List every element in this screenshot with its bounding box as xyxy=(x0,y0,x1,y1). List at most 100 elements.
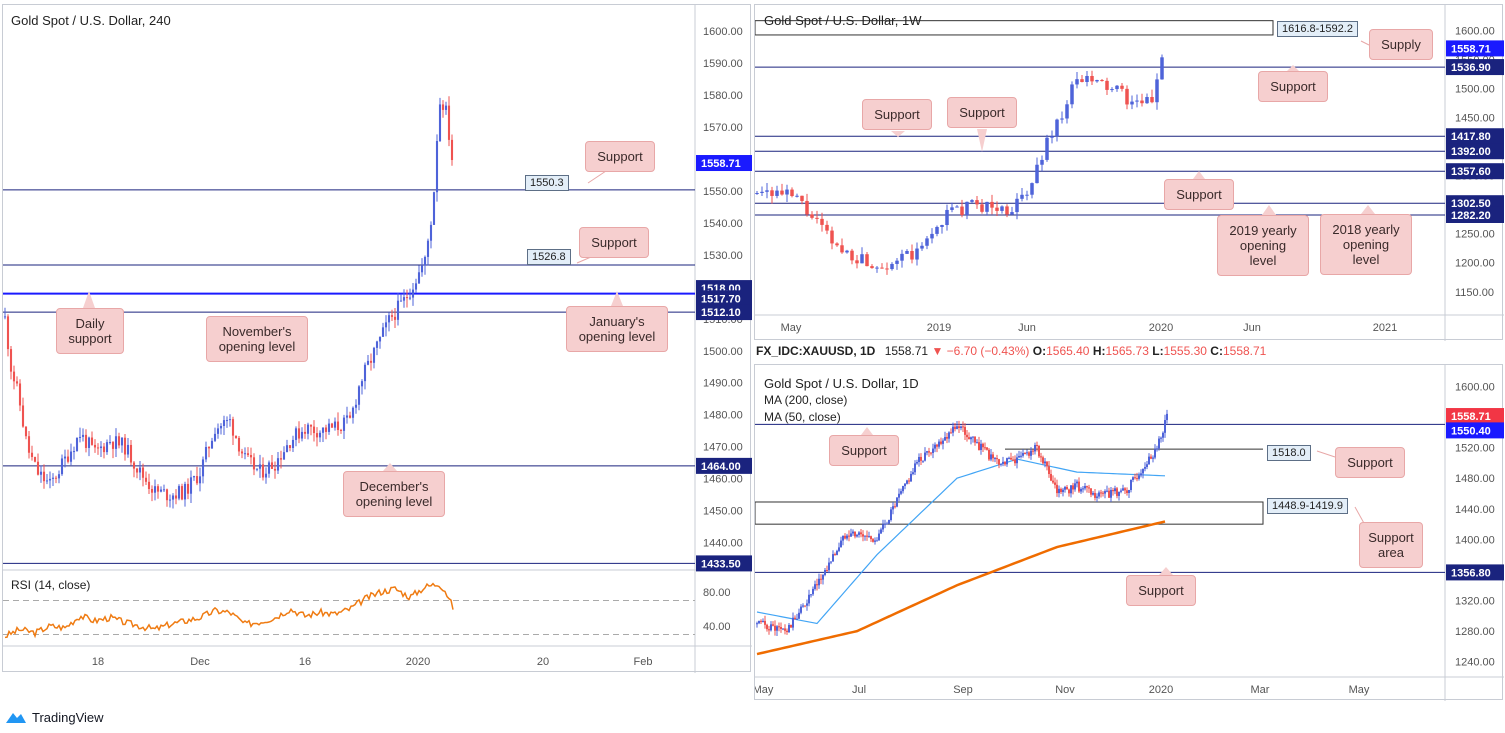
cw-candle xyxy=(930,233,934,239)
cd-candle xyxy=(830,561,832,563)
cd-candle xyxy=(904,483,906,487)
daily-open: 1565.40 xyxy=(1046,344,1090,358)
daily-last-price: 1558.71 xyxy=(884,344,929,358)
cw-candle xyxy=(1105,80,1109,90)
cw-candle xyxy=(1065,104,1069,119)
cd-candle xyxy=(1042,457,1044,464)
c4h-candle xyxy=(246,453,250,456)
cd-candle xyxy=(1138,475,1140,479)
cd-candle xyxy=(944,437,946,441)
c4h-candle xyxy=(348,415,352,418)
chart-daily-canvas[interactable]: 1600.001560.001520.001480.001440.001400.… xyxy=(755,365,1504,701)
cw-candle xyxy=(1140,100,1144,104)
c4h-candle xyxy=(249,455,253,458)
c4h-candle xyxy=(432,192,436,225)
callout-2019-yearly: 2019 yearly opening level xyxy=(1217,215,1309,276)
c4h-candle xyxy=(138,467,142,473)
callout-2018-yearly: 2018 yearly opening level xyxy=(1320,214,1412,275)
cd-candle xyxy=(1152,457,1154,459)
cw-candle xyxy=(900,253,904,261)
c4h-candle xyxy=(423,256,427,266)
c4h-candle xyxy=(216,428,220,434)
chart-weekly-canvas[interactable]: 1600.001550.001500.001450.001400.001350.… xyxy=(755,5,1504,341)
c4h-candle xyxy=(63,456,67,459)
cd-candle xyxy=(1086,486,1088,488)
x-tick-4h: Feb xyxy=(634,656,653,668)
cd-candle xyxy=(932,448,934,453)
callout-weekly-support-a: Support xyxy=(862,99,932,130)
c4h-candle xyxy=(285,445,289,453)
cd-candle xyxy=(1052,480,1054,483)
cw-candle xyxy=(1050,136,1054,138)
price-tag-4h: 1512.10 xyxy=(701,307,741,319)
c4h-candle xyxy=(12,371,16,382)
cd-candle xyxy=(1090,488,1092,495)
y-tick-weekly: 1600.00 xyxy=(1455,25,1495,37)
daily-low: 1555.30 xyxy=(1163,344,1207,358)
c4h-candle xyxy=(366,360,370,365)
cd-candle xyxy=(836,550,838,555)
cd-candle xyxy=(758,620,760,624)
c4h-candle xyxy=(303,431,307,434)
c4h-candle xyxy=(378,336,382,342)
pointer-2018 xyxy=(1361,205,1375,214)
cd-candle xyxy=(938,441,940,447)
c4h-candle xyxy=(135,468,139,473)
c4h-candle xyxy=(408,297,412,299)
c4h-candle xyxy=(36,461,40,475)
cd-candle xyxy=(998,459,1000,465)
cd-candle xyxy=(814,584,816,589)
c4h-candle xyxy=(357,386,361,405)
c4h-candle xyxy=(438,104,442,142)
c4h-candle xyxy=(48,478,52,481)
cd-candle xyxy=(1088,487,1090,489)
price-tag-weekly-bg xyxy=(1446,40,1504,57)
cw-candle xyxy=(825,224,829,231)
cd-candle xyxy=(888,520,890,524)
callout-weekly-support-b: Support xyxy=(947,97,1017,128)
c4h-candle xyxy=(129,444,133,463)
cd-candle xyxy=(764,620,766,625)
c4h-candle xyxy=(150,489,154,493)
chart-4h-pane[interactable]: 1600.001590.001580.001570.001560.001550.… xyxy=(2,4,752,673)
cw-candle xyxy=(770,190,774,196)
cd-candle xyxy=(910,473,912,482)
cw-candle xyxy=(895,260,899,264)
chart-4h-canvas[interactable]: 1600.001590.001580.001570.001560.001550.… xyxy=(3,5,752,673)
y-tick-weekly: 1250.00 xyxy=(1455,229,1495,241)
daily-symbol-line: FX_IDC:XAUUSD, 1D 1558.71 ▼ −6.70 (−0.43… xyxy=(756,344,1266,358)
x-tick-weekly: Jun xyxy=(1243,322,1261,334)
x-tick-daily: Nov xyxy=(1055,684,1075,696)
tradingview-logo[interactable]: TradingView xyxy=(4,709,104,725)
cd-candle xyxy=(768,629,770,631)
price-tag-weekly: 1536.90 xyxy=(1451,62,1491,74)
cd-candle xyxy=(882,524,884,530)
c4h-candle xyxy=(30,452,34,458)
c4h-candle xyxy=(198,476,202,484)
cd-candle xyxy=(1140,473,1142,476)
cd-candle xyxy=(1076,481,1078,484)
cw-candle xyxy=(810,214,814,218)
cd-candle xyxy=(984,447,986,449)
cd-candle xyxy=(1044,461,1046,464)
ma50-line xyxy=(756,458,1166,625)
cd-candle xyxy=(1110,489,1112,498)
c4h-candle xyxy=(42,471,46,482)
chart-daily-pane[interactable]: 1600.001560.001520.001480.001440.001400.… xyxy=(754,364,1504,701)
chart-weekly-pane[interactable]: 1600.001550.001500.001450.001400.001350.… xyxy=(754,4,1504,341)
c4h-candle xyxy=(360,381,364,387)
cd-candle xyxy=(936,444,938,447)
cd-candle xyxy=(760,620,762,622)
c4h-candle xyxy=(54,477,58,479)
cd-candle xyxy=(1070,485,1072,494)
cw-candle xyxy=(775,190,779,196)
c4h-candle xyxy=(375,341,379,348)
cd-candle xyxy=(1060,488,1062,493)
c4h-candle xyxy=(276,458,280,471)
x-tick-weekly: May xyxy=(781,322,802,334)
cd-candle xyxy=(920,456,922,461)
cd-candle xyxy=(834,554,836,556)
y-tick-weekly: 1450.00 xyxy=(1455,113,1495,125)
down-triangle-icon: ▼ xyxy=(931,344,944,358)
c4h-candle xyxy=(180,486,184,500)
